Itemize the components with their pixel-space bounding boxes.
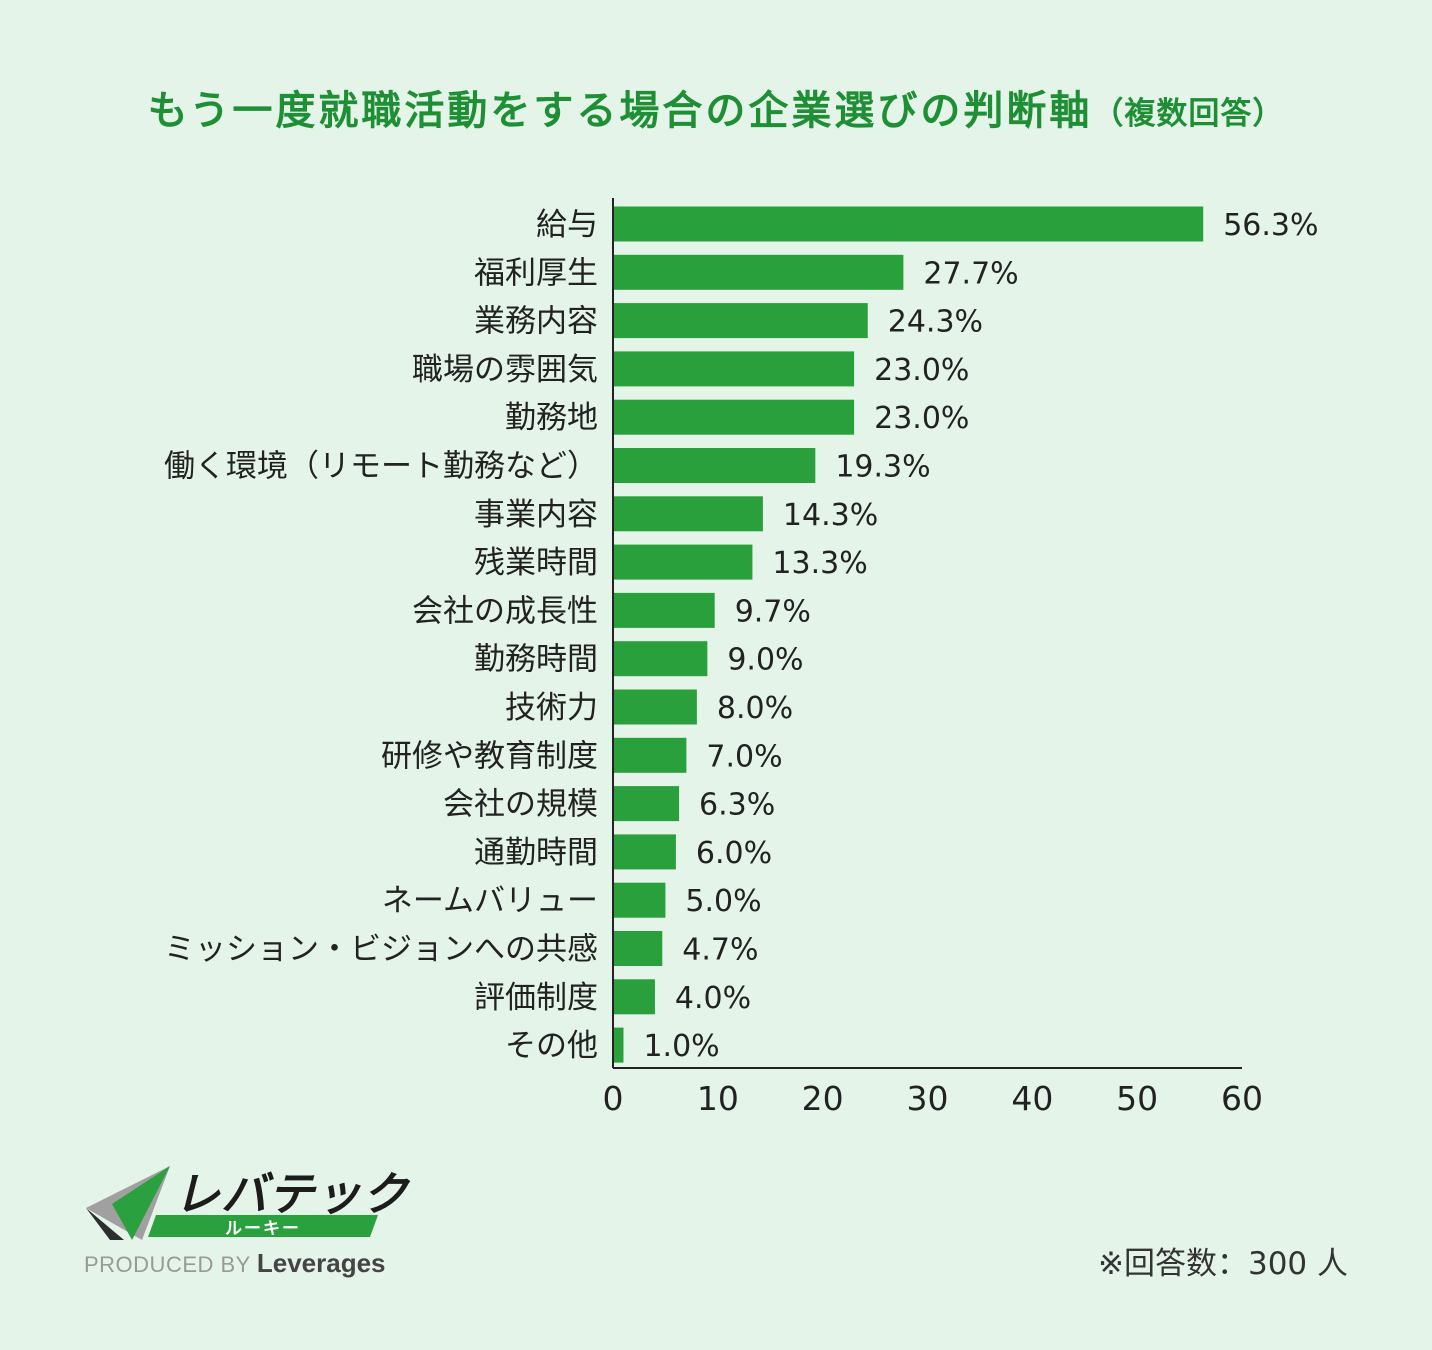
bar — [613, 496, 763, 532]
bar — [613, 303, 868, 339]
bar — [613, 592, 715, 628]
category-label: 通勤時間 — [474, 835, 598, 871]
bar — [613, 206, 1204, 242]
produced-by: PRODUCED BY Leverages — [84, 1248, 386, 1279]
value-label: 6.0% — [696, 836, 772, 871]
x-tick-label: 40 — [1011, 1079, 1053, 1118]
value-label: 23.0% — [874, 401, 969, 436]
chart-title: もう一度就職活動をする場合の企業選びの判断軸（複数回答） — [0, 78, 1432, 136]
bar — [613, 399, 855, 435]
value-label: 7.0% — [706, 739, 782, 774]
x-tick-label: 20 — [802, 1079, 844, 1118]
logo-name: レバテック — [174, 1167, 409, 1221]
category-label: 給与 — [536, 207, 598, 243]
category-label: ミッション・ビジョンへの共感 — [164, 932, 598, 968]
x-tick-label: 0 — [603, 1079, 624, 1118]
category-label: 事業内容 — [474, 497, 598, 533]
category-label: ネームバリュー — [382, 883, 598, 919]
value-label: 23.0% — [874, 353, 969, 388]
chart-title-suffix: （複数回答） — [1092, 96, 1285, 132]
category-label: 評価制度 — [474, 980, 598, 1016]
x-tick-label: 50 — [1116, 1079, 1158, 1118]
value-label: 9.7% — [735, 594, 811, 629]
bar — [613, 737, 687, 773]
produced-by-label: PRODUCED BY — [84, 1252, 251, 1277]
category-label: 勤務時間 — [474, 642, 598, 678]
bar — [613, 448, 816, 483]
category-label: 勤務地 — [505, 400, 598, 436]
x-tick-label: 10 — [697, 1079, 739, 1118]
value-label: 8.0% — [717, 691, 793, 726]
value-label: 4.0% — [675, 981, 751, 1016]
bar — [613, 254, 904, 290]
category-label: 研修や教育制度 — [381, 738, 598, 774]
category-label: 会社の規模 — [443, 787, 598, 823]
bar — [613, 882, 666, 918]
bar — [613, 544, 753, 580]
category-label: 福利厚生 — [474, 255, 598, 291]
x-tick-label: 30 — [907, 1079, 949, 1118]
value-label: 14.3% — [783, 498, 878, 533]
value-label: 4.7% — [682, 933, 758, 968]
value-label: 6.3% — [699, 788, 775, 823]
bar — [613, 786, 680, 822]
x-tick-label: 60 — [1221, 1079, 1263, 1118]
category-label: 残業時間 — [474, 545, 598, 581]
value-label: 5.0% — [685, 884, 761, 919]
value-label: 9.0% — [727, 643, 803, 678]
bar — [613, 351, 855, 387]
category-label: 会社の成長性 — [412, 593, 598, 629]
category-label: 技術力 — [505, 690, 598, 726]
bar-chart: 給与 56.3% 福利厚生 27.7% 業務内容 24.3% 職場の雰囲気 23.0% 勤務地 2… — [164, 198, 1319, 1118]
value-label: 13.3% — [772, 546, 867, 581]
category-label: 業務内容 — [474, 304, 598, 340]
logo-band-text: ルーキー — [225, 1219, 301, 1239]
category-label: その他 — [505, 1028, 598, 1064]
category-label: 職場の雰囲気 — [412, 352, 598, 388]
bar — [613, 641, 708, 677]
value-label: 19.3% — [835, 450, 930, 485]
checkmark-logo-icon — [86, 1166, 170, 1240]
bar — [613, 1027, 624, 1063]
category-label: 働く環境（リモート勤務など） — [164, 449, 598, 485]
bar — [613, 979, 655, 1015]
chart-title-main: もう一度就職活動をする場合の企業選びの判断軸 — [147, 88, 1093, 134]
brand-name: Leverages — [256, 1248, 386, 1278]
respondent-count-note: ※回答数：300 人 — [1098, 1246, 1348, 1282]
bar — [613, 931, 663, 966]
value-label: 24.3% — [888, 305, 983, 340]
value-label: 56.3% — [1223, 208, 1318, 243]
value-label: 27.7% — [923, 256, 1018, 291]
value-label: 1.0% — [643, 1029, 719, 1064]
bar — [613, 834, 676, 870]
bar — [613, 689, 697, 725]
